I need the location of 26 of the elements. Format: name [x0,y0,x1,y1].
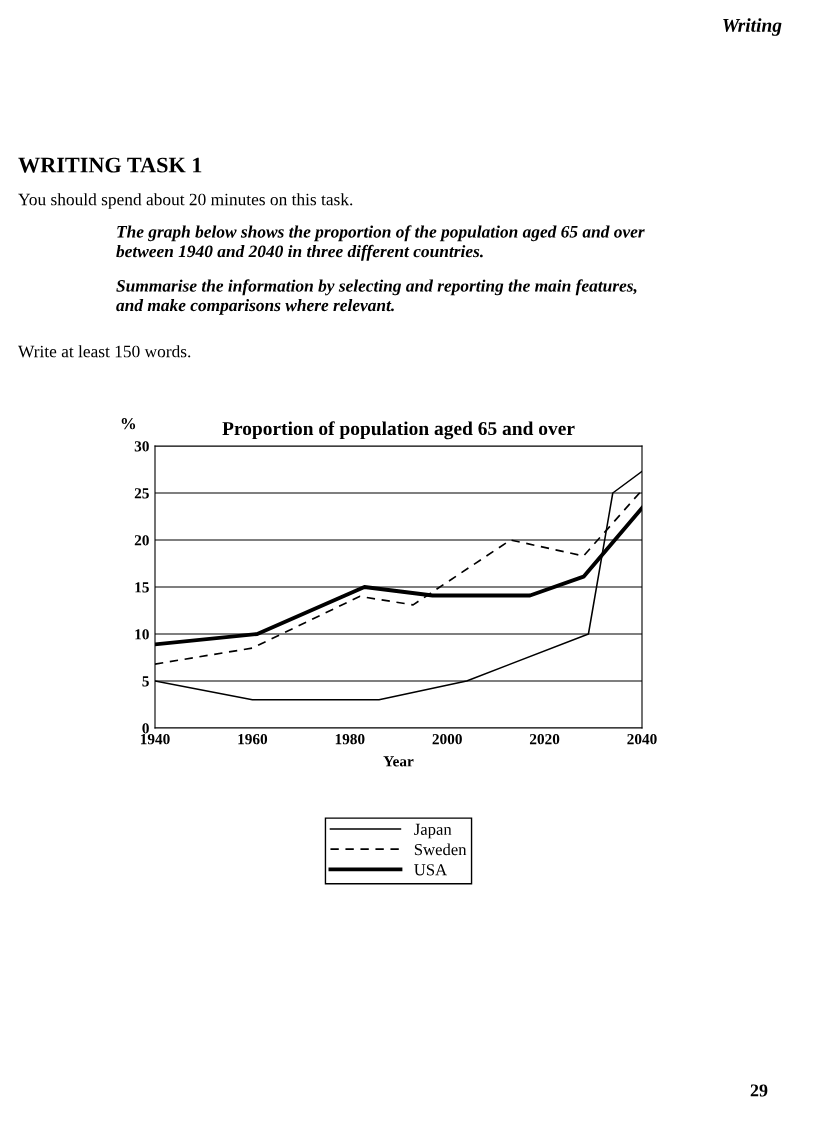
y-tick-label: 15 [135,582,149,593]
legend-label: Sweden [414,843,467,856]
legend-label: Japan [414,823,452,839]
x-tick-label: 2040 [627,734,657,745]
y-axis-title: % [121,417,136,430]
y-tick-label: 30 [134,441,149,452]
legend-label: USA [414,864,447,876]
text: The graph below shows the proportion of the population aged 65 and over between 1940 and 2040 in three different countries. [116,225,645,261]
text: Summarise the information by selecting and reporting the main features, and make comparisons where relevant. [116,279,637,315]
y-tick-label: 20 [134,535,149,546]
y-tick-label: 25 [134,488,149,499]
x-tick-label: 1940 [140,734,170,745]
text: WRITING TASK 1 [18,157,202,173]
x-tick-label: 2020 [529,734,560,745]
y-tick-label: 10 [135,629,149,640]
text: Write at least 150 words. [18,345,191,358]
chart-title: Proportion of population aged 65 and over [222,421,575,440]
y-tick-label: 5 [142,676,149,687]
x-tick-label: 2000 [432,734,462,745]
x-tick-label: 1980 [335,734,365,745]
text: 29 [750,1084,768,1097]
text: You should spend about 20 minutes on this task. [18,193,353,209]
y-tick-label: 0 [142,723,149,734]
text: Writing [723,18,782,36]
x-tick-label: 1960 [238,734,268,745]
x-axis-title: Year [383,756,414,767]
